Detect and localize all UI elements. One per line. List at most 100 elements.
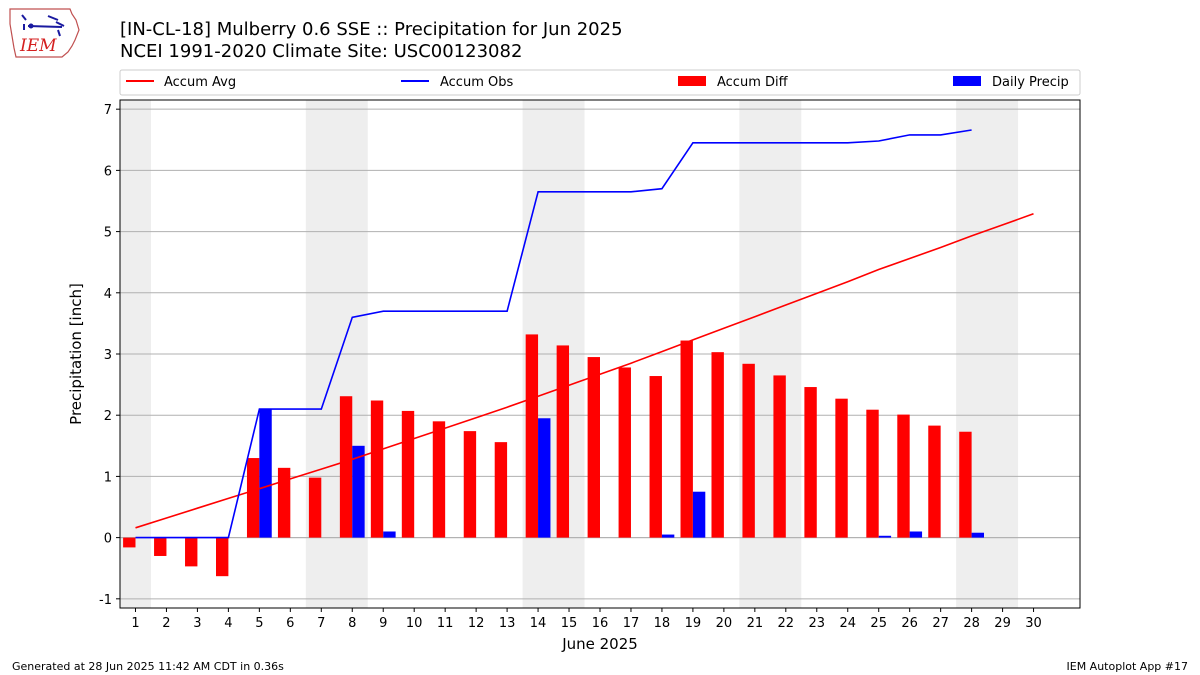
accum-diff-bar-1 (123, 537, 136, 548)
accum-diff-bar-22 (773, 375, 786, 538)
x-tick-label: 15 (561, 616, 578, 631)
x-tick-label: 8 (348, 616, 356, 631)
accum-diff-bar-19 (680, 340, 693, 538)
x-tick-label: 30 (1025, 616, 1042, 631)
iowa-state-outline-icon (9, 8, 80, 58)
accum-diff-bar-27 (928, 425, 941, 538)
x-tick-label: 21 (747, 616, 764, 631)
lines (135, 129, 1034, 539)
x-tick-label: 7 (317, 616, 325, 631)
x-tick-label: 5 (255, 616, 263, 631)
y-axis-label: Precipitation [inch] (67, 283, 85, 425)
legend-label-accum-obs: Accum Obs (440, 75, 513, 90)
x-tick-label: 14 (530, 616, 547, 631)
accum-diff-bar-13 (494, 442, 508, 538)
accum-diff-bar-17 (618, 367, 631, 538)
x-tick-label: 6 (286, 616, 294, 631)
accum-diff-bar-9 (370, 400, 384, 538)
accum-diff-bar-5 (246, 458, 260, 538)
bars (123, 334, 984, 577)
x-tick-label: 29 (994, 616, 1011, 631)
y-tick-label: 1 (104, 470, 112, 485)
x-tick-label: 17 (623, 616, 640, 631)
accum-diff-bar-3 (185, 537, 198, 567)
x-tick-label: 27 (932, 616, 949, 631)
y-tick-label: 2 (104, 409, 112, 424)
x-tick-label: 2 (162, 616, 170, 631)
x-tick-label: 18 (654, 616, 671, 631)
y-tick-label: 0 (104, 532, 112, 547)
y-tick-label: 7 (104, 103, 112, 118)
y-tick-label: 5 (104, 226, 112, 241)
daily-precip-bar-28 (971, 532, 984, 538)
accum-diff-bar-12 (463, 431, 477, 538)
legend-label-accum-avg: Accum Avg (164, 75, 236, 90)
x-tick-label: 4 (224, 616, 232, 631)
daily-precip-bar-25 (878, 535, 892, 538)
accum-diff-bar-7 (308, 477, 322, 538)
y-tick-label: 3 (104, 348, 112, 363)
daily-precip-bar-19 (692, 491, 706, 538)
x-tick-label: 13 (499, 616, 516, 631)
x-tick-label: 11 (437, 616, 454, 631)
y-tick-label: -1 (99, 593, 112, 608)
x-tick-label: 12 (468, 616, 485, 631)
accum-diff-bar-16 (587, 357, 600, 538)
daily-precip-bar-9 (383, 531, 396, 538)
accum-diff-bar-26 (897, 414, 910, 538)
accum-diff-bar-8 (339, 396, 353, 538)
x-tick-label: 23 (809, 616, 826, 631)
y-tick-label: 4 (104, 287, 112, 302)
legend-swatch-accum-diff (678, 76, 706, 86)
accum-diff-bar-15 (556, 345, 570, 538)
accum-diff-bar-20 (711, 352, 724, 538)
daily-precip-bar-18 (661, 534, 675, 538)
daily-precip-bar-8 (352, 445, 365, 538)
iem-logo: IEM (9, 8, 80, 58)
accum-diff-bar-2 (154, 537, 167, 556)
chart-title: [IN-CL-18] Mulberry 0.6 SSE :: Precipita… (120, 19, 623, 40)
sun-dot-icon (28, 23, 34, 29)
logo-text: IEM (19, 36, 57, 56)
legend-label-daily-precip: Daily Precip (992, 75, 1069, 90)
x-tick-label: 1 (131, 616, 139, 631)
y-tick-label: 6 (104, 164, 112, 179)
accum-diff-bar-24 (835, 398, 848, 538)
accum-diff-bar-25 (866, 409, 879, 538)
daily-precip-bar-14 (538, 418, 551, 538)
accum-diff-bar-18 (649, 376, 662, 538)
legend-frame (119, 69, 1081, 96)
accum-diff-bar-23 (804, 387, 817, 538)
accum-diff-bar-11 (432, 421, 446, 538)
accum-diff-bar-21 (742, 363, 755, 538)
legend: Accum Avg Accum Obs Accum Diff Daily Pre… (119, 69, 1081, 96)
accum-obs-line (135, 129, 972, 539)
weather-symbols-icon (21, 14, 65, 37)
daily-precip-bar-26 (909, 531, 923, 538)
footer-generated: Generated at 28 Jun 2025 11:42 AM CDT in… (12, 660, 284, 673)
x-tick-label: 20 (716, 616, 733, 631)
x-tick-label: 24 (839, 616, 856, 631)
x-tick-label: 16 (592, 616, 609, 631)
accum-diff-bar-28 (959, 431, 972, 538)
legend-label-accum-diff: Accum Diff (717, 75, 789, 90)
accum-diff-bar-4 (216, 537, 229, 577)
x-tick-label: 19 (685, 616, 702, 631)
x-tick-label: 10 (406, 616, 423, 631)
x-tick-label: 3 (193, 616, 201, 631)
footer-app-id: IEM Autoplot App #17 (1067, 660, 1189, 673)
x-axis-label: June 2025 (561, 635, 638, 653)
daily-precip-bar-5 (259, 409, 272, 538)
chart-subtitle: NCEI 1991-2020 Climate Site: USC00123082 (120, 41, 522, 62)
accum-diff-bar-6 (277, 467, 291, 538)
legend-swatch-daily-precip (953, 76, 981, 86)
x-tick-label: 22 (778, 616, 795, 631)
accum-diff-bar-14 (525, 334, 539, 538)
x-tick-label: 9 (379, 616, 387, 631)
x-tick-label: 25 (870, 616, 887, 631)
accum-avg-line (135, 213, 1034, 529)
accum-diff-bar-10 (401, 410, 415, 538)
x-tick-label: 28 (963, 616, 980, 631)
